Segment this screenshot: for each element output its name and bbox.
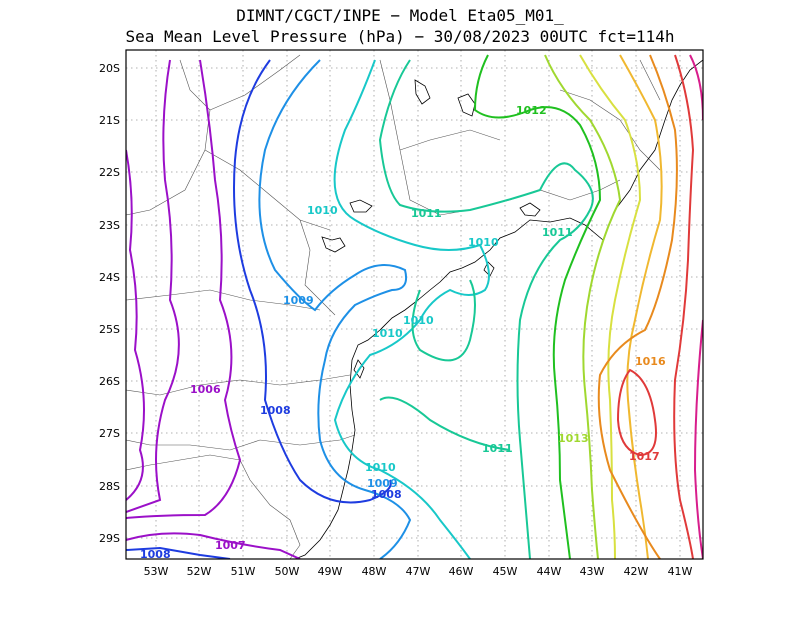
contour-label: 1017 — [629, 450, 660, 463]
contour-label: 1008 — [260, 404, 291, 417]
lat-tick-label: 29S — [99, 532, 120, 545]
lat-tick-label: 21S — [99, 114, 120, 127]
isobars — [126, 54, 703, 559]
contour-label: 1012 — [516, 104, 547, 117]
contour-label: 1008 — [371, 488, 402, 501]
lon-tick-label: 52W — [187, 565, 212, 578]
lat-tick-label: 26S — [99, 375, 120, 388]
contour-label: 1010 — [365, 461, 396, 474]
isobar-1009 — [258, 59, 412, 559]
lon-tick-label: 49W — [318, 565, 343, 578]
isobar-1016 — [597, 54, 678, 559]
contour-label: 1007 — [215, 539, 246, 552]
contour-label: 1010 — [403, 314, 434, 327]
contour-label: 1010 — [307, 204, 338, 217]
contour-label: 1013 — [558, 432, 589, 445]
isobar-1013 — [544, 54, 622, 559]
isobar-1007 — [126, 532, 301, 559]
contour-label: 1009 — [367, 477, 398, 490]
contour-label: 1009 — [283, 294, 314, 307]
lat-tick-label: 28S — [99, 480, 120, 493]
contour-label: 1016 — [635, 355, 666, 368]
lon-tick-label: 46W — [449, 565, 474, 578]
contour-label: 1006 — [190, 383, 221, 396]
lon-tick-label: 48W — [362, 565, 387, 578]
lat-tick-label: 24S — [99, 271, 120, 284]
state-borders — [126, 54, 661, 559]
lat-tick-label: 27S — [99, 427, 120, 440]
lon-tick-label: 53W — [144, 565, 169, 578]
isobar-1006-b — [126, 59, 180, 513]
longitude-axis: 53W 52W 51W 50W 49W 48W 47W 46W 45W 44W … — [144, 565, 693, 578]
isobar-1008 — [233, 59, 392, 504]
map-title-line2: Sea Mean Level Pressure (hPa) − 30/08/20… — [125, 27, 675, 46]
contour-label: 1010 — [468, 236, 499, 249]
lat-tick-label: 22S — [99, 166, 120, 179]
isobar-1011-b — [411, 279, 476, 362]
coastline — [294, 59, 703, 559]
lon-tick-label: 50W — [275, 565, 300, 578]
isobar-1011 — [378, 59, 594, 559]
isobar-1014 — [579, 54, 642, 559]
isobar-1010 — [333, 59, 490, 559]
map-title-line1: DIMNT/CGCT/INPE − Model Eta05_M01_ — [236, 6, 564, 25]
lon-tick-label: 45W — [493, 565, 518, 578]
lon-tick-label: 51W — [231, 565, 256, 578]
isobar-1017-b — [673, 54, 695, 559]
latitude-axis: 20S 21S 22S 23S 24S 25S 26S 27S 28S 29S — [99, 62, 120, 545]
contour-label: 1010 — [372, 327, 403, 340]
lon-tick-label: 47W — [406, 565, 431, 578]
isobar-1006 — [126, 149, 145, 501]
lon-tick-label: 41W — [668, 565, 693, 578]
isobar-1008-b — [126, 546, 231, 559]
isobar-1007-b — [126, 59, 242, 519]
map-frame — [125, 49, 704, 560]
isobar-1018-b — [693, 319, 703, 559]
contour-label: 1011 — [542, 226, 573, 239]
lon-tick-label: 43W — [580, 565, 605, 578]
contour-label: 1011 — [411, 207, 442, 220]
contour-label: 1008 — [140, 548, 171, 561]
isobar-1011-c — [379, 396, 511, 451]
map-plot-area — [126, 50, 703, 559]
lon-tick-label: 44W — [537, 565, 562, 578]
isobar-1015 — [619, 54, 663, 559]
contour-labels: 1006 1007 1008 1008 1008 1009 1009 1010 … — [140, 104, 666, 561]
lon-tick-label: 42W — [624, 565, 649, 578]
isobar-1017 — [616, 368, 657, 457]
lat-tick-label: 25S — [99, 323, 120, 336]
lat-tick-label: 20S — [99, 62, 120, 75]
lat-tick-label: 23S — [99, 219, 120, 232]
isobar-1012 — [473, 54, 602, 559]
contour-label: 1011 — [482, 442, 513, 455]
